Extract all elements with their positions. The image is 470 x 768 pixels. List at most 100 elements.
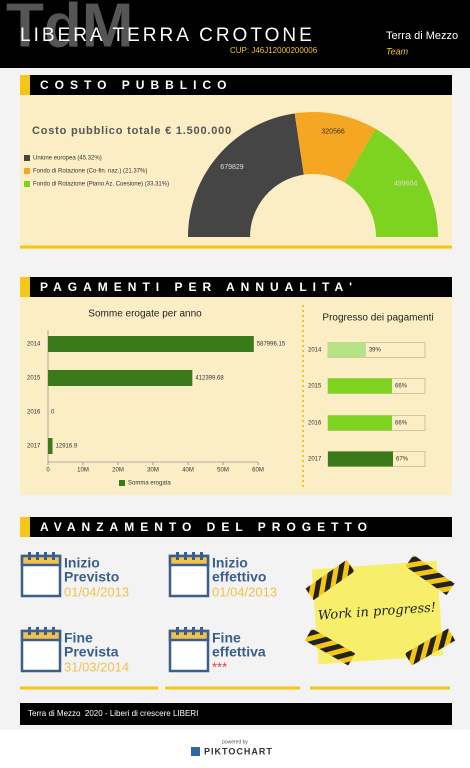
section-title: PAGAMENTI PER ANNUALITA' <box>40 280 358 294</box>
y-tick-label: 2015 <box>308 384 322 390</box>
calendar-ring <box>184 552 187 560</box>
calendar-ring <box>44 627 47 635</box>
section-tab <box>20 75 30 95</box>
y-tick-label: 2014 <box>27 342 41 348</box>
milestone-date: 31/03/2014 <box>64 659 129 674</box>
legend-label: Fondo di Rotazione (Co-fin. naz.) (21.37… <box>33 169 147 175</box>
y-tick-label: 2015 <box>27 376 41 382</box>
value-label: 66% <box>395 384 408 390</box>
progress-bar <box>328 415 393 431</box>
section-bar <box>20 75 452 95</box>
bar <box>48 438 53 454</box>
legend-label: Fondo di Rotazione (Piano Az. Coesione) … <box>33 182 169 188</box>
calendar-ring <box>28 627 31 635</box>
calendar-ring <box>184 627 187 635</box>
milestone-title: Prevista <box>64 644 119 660</box>
brand-bg <box>0 730 470 768</box>
milestone-title: effettiva <box>212 644 266 660</box>
section-bar <box>20 277 452 297</box>
legend-label: Unione europea (45.32%) <box>33 156 102 162</box>
value-label: 66% <box>395 421 408 427</box>
value-label: 39% <box>369 348 382 354</box>
milestone-title: Inizio <box>212 555 248 571</box>
y-tick-label: 2016 <box>27 410 41 416</box>
section-tab <box>20 277 30 297</box>
x-tick-label: 30M <box>147 468 159 474</box>
value-label: 412399.68 <box>195 376 224 382</box>
milestone-title: effettivo <box>212 569 266 585</box>
calendar-ring <box>176 627 179 635</box>
org-sub: Team <box>386 46 409 56</box>
legend-swatch <box>24 168 30 174</box>
calendar-ring <box>28 552 31 560</box>
tape <box>404 628 456 666</box>
cup: CUP: J46J12000200006 <box>230 46 318 55</box>
calendar-ring <box>176 552 179 560</box>
milestone-date: 01/04/2013 <box>64 584 129 599</box>
milestone-title: Previsto <box>64 569 119 585</box>
calendar-ring <box>44 552 47 560</box>
org: Terra di Mezzo <box>386 30 458 42</box>
tape <box>405 554 455 596</box>
sticky-note <box>311 560 444 665</box>
donut-slice <box>188 113 304 237</box>
brand: PIKTOCHART <box>204 746 273 756</box>
progress-bar <box>328 342 366 358</box>
calendar-top <box>20 629 62 642</box>
bar-title: Somme erogate per anno <box>88 309 202 320</box>
section-tab <box>20 517 30 537</box>
x-tick-label: 60M <box>252 468 264 474</box>
slice-label: 320566 <box>321 129 344 136</box>
x-tick-label: 50M <box>217 468 229 474</box>
powered-by: powered by <box>222 739 248 745</box>
header-bg <box>0 0 470 68</box>
header-title: LIBERA TERRA CROTONE <box>20 25 315 46</box>
donut-slice <box>294 112 376 183</box>
progress-bar <box>328 451 393 467</box>
brand-icon <box>191 747 200 756</box>
y-tick-label: 2017 <box>27 444 41 450</box>
logo: TdM <box>6 0 133 60</box>
value-label: 0 <box>51 410 55 416</box>
section-title: AVANZAMENTO DEL PROGETTO <box>40 520 373 534</box>
slice-label: 499604 <box>394 180 417 187</box>
milestone-title: Fine <box>64 630 93 646</box>
calendar-ring <box>36 552 39 560</box>
calendar-top <box>168 554 210 567</box>
calendar-ring <box>200 552 203 560</box>
section-bar <box>20 517 452 537</box>
donut-slice <box>344 128 438 237</box>
slice-label: 679829 <box>220 164 243 171</box>
pie-title: Costo pubblico totale € 1.500.000 <box>32 125 232 137</box>
tape <box>304 628 356 666</box>
calendar-ring <box>192 552 195 560</box>
milestone-title: Inizio <box>64 555 100 571</box>
x-tick-label: 40M <box>182 468 194 474</box>
y-tick-label: 2014 <box>308 348 322 354</box>
progress-title: Progresso dei pagamenti <box>322 313 433 324</box>
legend-swatch <box>119 480 125 486</box>
progress-bar <box>328 378 393 394</box>
calendar-ring <box>192 627 195 635</box>
bar <box>48 370 193 386</box>
x-tick-label: 0 <box>46 468 50 474</box>
legend-label: Somma erogata <box>128 481 171 487</box>
footer: Terra di Mezzo 2020 - Liberi di crescere… <box>28 709 198 718</box>
calendar-top <box>168 629 210 642</box>
calendar-ring <box>36 627 39 635</box>
legend-swatch <box>24 155 30 161</box>
value-label: 587996.15 <box>257 342 286 348</box>
legend-swatch <box>24 181 30 187</box>
footer-bg <box>20 703 452 725</box>
tape <box>305 559 355 601</box>
calendar-ring <box>52 552 55 560</box>
milestone-date: 01/04/2013 <box>212 584 277 599</box>
bar <box>48 336 254 352</box>
calendar-top <box>20 554 62 567</box>
y-tick-label: 2016 <box>308 421 322 427</box>
calendar-ring <box>200 627 203 635</box>
milestone-date: *** <box>212 659 227 674</box>
value-label: 67% <box>396 457 409 463</box>
section-title: COSTO PUBBLICO <box>40 78 232 92</box>
